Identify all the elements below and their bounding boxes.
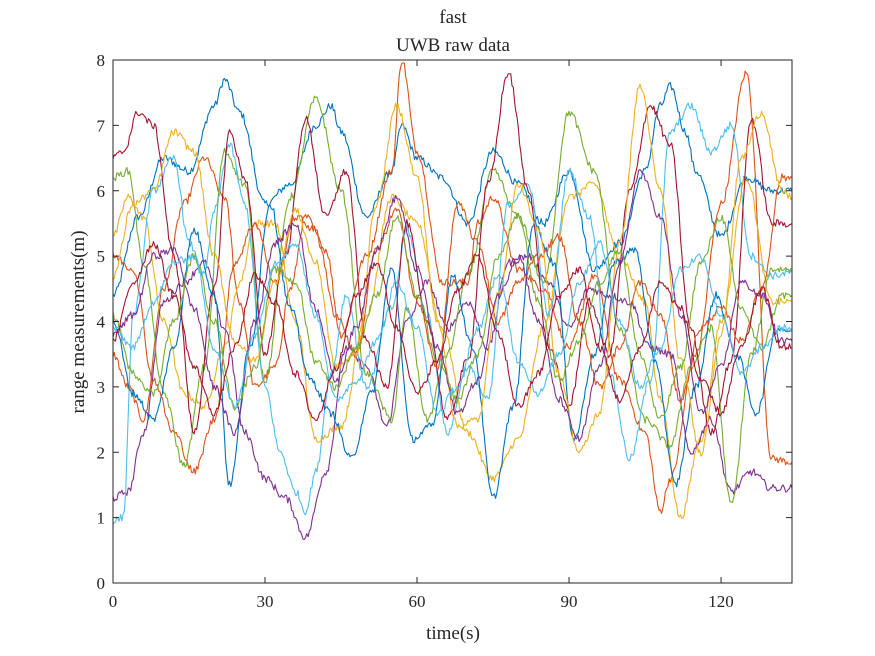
series-line-11 bbox=[112, 169, 793, 443]
y-axis: 0 1 2 3 4 5 6 7 8 bbox=[97, 51, 792, 593]
x-tick-label: 60 bbox=[409, 592, 426, 611]
y-tick-label: 5 bbox=[97, 247, 106, 266]
plot-area: 0 30 60 90 120 0 1 2 3 4 5 6 7 8 bbox=[97, 51, 793, 611]
series-group bbox=[112, 62, 793, 541]
x-axis-label: time(s) bbox=[426, 623, 480, 644]
y-tick-label: 4 bbox=[97, 313, 106, 332]
series-line-8 bbox=[112, 204, 793, 499]
y-tick-label: 7 bbox=[97, 116, 106, 135]
series-line-1 bbox=[112, 77, 793, 297]
y-tick-label: 8 bbox=[97, 51, 106, 70]
series-line-12 bbox=[112, 213, 793, 419]
y-tick-label: 6 bbox=[97, 182, 106, 201]
series-line-3 bbox=[112, 177, 793, 519]
series-line-4 bbox=[112, 252, 793, 541]
x-tick-label: 30 bbox=[257, 592, 274, 611]
series-line-2 bbox=[112, 62, 793, 514]
y-axis-label: range measurements(m) bbox=[68, 230, 89, 413]
y-tick-label: 3 bbox=[97, 378, 106, 397]
chart-subtitle: UWB raw data bbox=[396, 35, 511, 56]
y-tick-label: 0 bbox=[97, 574, 106, 593]
series-line-10 bbox=[112, 83, 793, 457]
x-tick-label: 120 bbox=[708, 592, 734, 611]
series-line-13 bbox=[112, 240, 793, 417]
series-line-7 bbox=[112, 73, 793, 436]
series-line-9 bbox=[112, 173, 793, 475]
chart-title: fast bbox=[439, 7, 467, 28]
y-tick-label: 2 bbox=[97, 443, 106, 462]
series-line-14 bbox=[112, 240, 793, 421]
x-axis: 0 30 60 90 120 bbox=[109, 60, 734, 611]
y-tick-label: 1 bbox=[97, 509, 106, 528]
x-tick-label: 0 bbox=[109, 592, 118, 611]
x-tick-label: 90 bbox=[561, 592, 578, 611]
